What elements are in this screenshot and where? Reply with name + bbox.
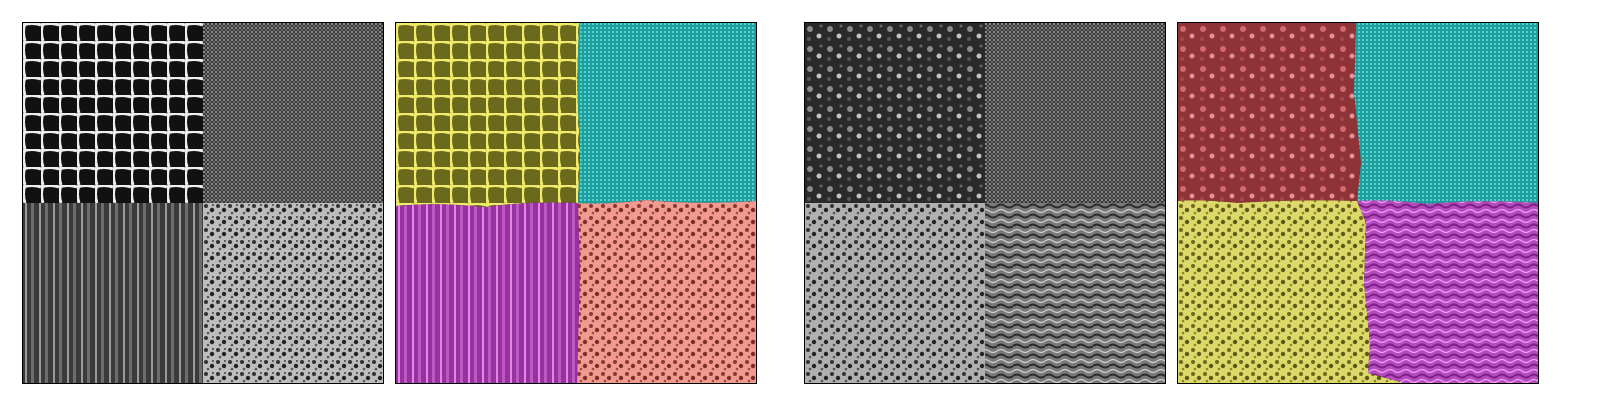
segment-region-cyan [1354, 23, 1538, 204]
texture-speckle [203, 203, 383, 383]
segment-region-salmon [577, 200, 756, 383]
texture-vertical-stripes [23, 203, 203, 383]
segmentation-1-panel [395, 22, 757, 384]
texture-ridges [985, 203, 1165, 383]
segment-region-cyan [577, 23, 756, 204]
segmentation-1-image [396, 23, 756, 383]
segment-region-magenta [396, 202, 580, 383]
segment-region-yellow [396, 23, 580, 207]
texture-mosaic-1-panel [22, 22, 384, 384]
texture-blotchy [805, 23, 985, 203]
texture-mosaic-2-image [805, 23, 1165, 383]
segment-region-magenta [1357, 200, 1538, 383]
texture-weave [985, 23, 1165, 203]
texture-mosaic-2-panel [804, 22, 1166, 384]
segmentation-2-panel [1177, 22, 1539, 384]
texture-speckle [805, 203, 985, 383]
texture-weave [203, 23, 383, 203]
texture-mosaic-1-image [23, 23, 383, 383]
segment-region-red [1178, 23, 1361, 203]
segment-region-yellow [1178, 200, 1404, 383]
texture-grid [23, 23, 203, 203]
segmentation-2-image [1178, 23, 1538, 383]
